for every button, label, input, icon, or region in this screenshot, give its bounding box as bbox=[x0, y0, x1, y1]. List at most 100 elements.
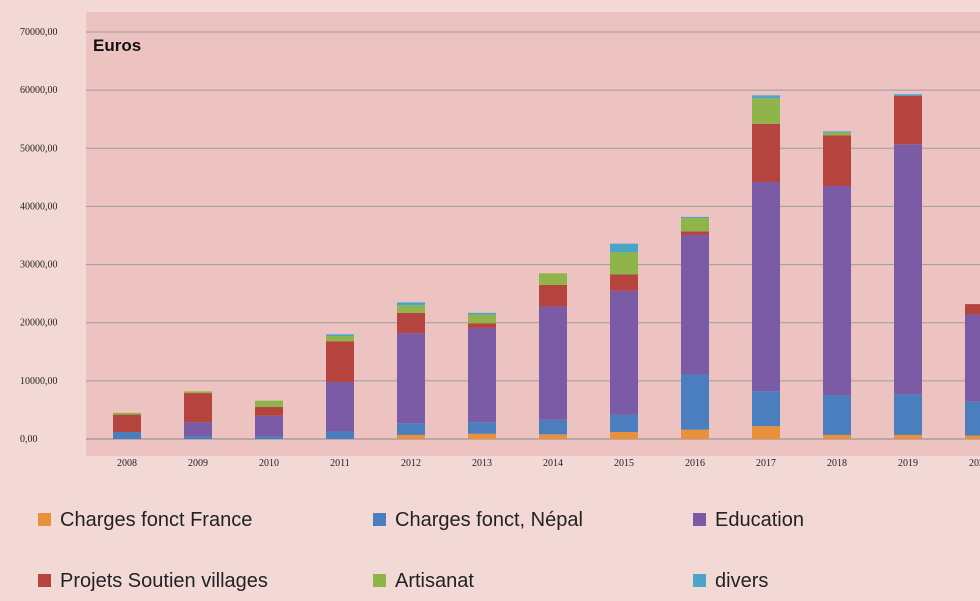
bar-segment bbox=[894, 394, 922, 435]
bar-segment bbox=[468, 312, 496, 315]
legend-label: Artisanat bbox=[395, 570, 474, 592]
bar-segment bbox=[397, 434, 425, 439]
bar-segment bbox=[965, 314, 980, 402]
bar-segment bbox=[397, 302, 425, 306]
y-tick-label: 40000,00 bbox=[20, 201, 58, 212]
legend-swatch bbox=[373, 574, 386, 587]
bar-segment bbox=[823, 132, 851, 136]
bar-segment bbox=[752, 426, 780, 439]
bar-segment bbox=[752, 98, 780, 124]
bar-segment bbox=[894, 94, 922, 96]
bar-segment bbox=[610, 290, 638, 415]
bar-segment bbox=[681, 429, 709, 439]
bar-segment bbox=[681, 234, 709, 375]
bar-segment bbox=[681, 231, 709, 235]
bar-segment bbox=[113, 412, 141, 415]
bar-segment bbox=[468, 314, 496, 324]
bar-segment bbox=[255, 415, 283, 437]
bar-segment bbox=[539, 284, 567, 307]
bar-segment bbox=[539, 434, 567, 439]
x-tick-label: 2011 bbox=[330, 458, 350, 469]
bar-segment bbox=[184, 391, 212, 394]
bar-segment bbox=[752, 123, 780, 183]
y-tick-label: 70000,00 bbox=[20, 27, 58, 38]
bars bbox=[113, 94, 980, 439]
legend-swatch bbox=[373, 513, 386, 526]
x-tick-label: 2008 bbox=[117, 458, 137, 469]
legend-swatch bbox=[38, 574, 51, 587]
y-tick-label: 10000,00 bbox=[20, 376, 58, 387]
bar-segment bbox=[752, 391, 780, 427]
bar-segment bbox=[113, 414, 141, 433]
bar-segment bbox=[539, 419, 567, 435]
bar-segment bbox=[397, 312, 425, 334]
bar-segment bbox=[823, 131, 851, 133]
bar-segment bbox=[610, 274, 638, 291]
bar-segment bbox=[610, 252, 638, 275]
bar-segment bbox=[681, 218, 709, 232]
bar-segment bbox=[255, 436, 283, 439]
x-tick-label: 2014 bbox=[543, 458, 563, 469]
x-tick-label: 2017 bbox=[756, 458, 776, 469]
bar-segment bbox=[610, 432, 638, 439]
bar-segment bbox=[326, 382, 354, 432]
legend-label: Charges fonct, Népal bbox=[395, 509, 583, 531]
x-tick-label: 2019 bbox=[898, 458, 918, 469]
x-tick-label: 2013 bbox=[472, 458, 492, 469]
x-tick-label: 2009 bbox=[188, 458, 208, 469]
bar-segment bbox=[965, 401, 980, 436]
bar-segment bbox=[823, 186, 851, 396]
bar-segment bbox=[894, 434, 922, 439]
legend-label: divers bbox=[715, 570, 768, 592]
bar-segment bbox=[468, 327, 496, 423]
y-axis: 0,00 10000,00 20000,00 30000,00 40000,00 5000… bbox=[20, 27, 58, 445]
bar-segment bbox=[184, 393, 212, 423]
legend: Charges fonct France Charges fonct, Népal… bbox=[38, 509, 804, 592]
legend-swatch bbox=[38, 513, 51, 526]
legend-swatch bbox=[693, 513, 706, 526]
x-tick-label: 2010 bbox=[259, 458, 279, 469]
bar-segment bbox=[255, 407, 283, 416]
x-tick-label: 2020 bbox=[969, 458, 980, 469]
legend-swatch bbox=[693, 574, 706, 587]
bar-segment bbox=[397, 305, 425, 313]
unit-label: Euros bbox=[93, 36, 141, 55]
bar-segment bbox=[255, 400, 283, 408]
legend-label: Education bbox=[715, 509, 804, 531]
bar-segment bbox=[610, 414, 638, 433]
bar-segment bbox=[468, 422, 496, 434]
bar-segment bbox=[894, 95, 922, 145]
bar-segment bbox=[397, 423, 425, 435]
y-tick-label: 20000,00 bbox=[20, 318, 58, 329]
bar-segment bbox=[468, 323, 496, 328]
bar-segment bbox=[326, 431, 354, 439]
legend-label: Projets Soutien villages bbox=[60, 570, 268, 592]
y-tick-label: 50000,00 bbox=[20, 143, 58, 154]
bar-segment bbox=[681, 374, 709, 430]
bar-segment bbox=[681, 216, 709, 219]
bar-segment bbox=[539, 306, 567, 420]
bar-segment bbox=[397, 333, 425, 424]
bar-segment bbox=[894, 144, 922, 395]
bar-segment bbox=[823, 395, 851, 435]
x-tick-label: 2015 bbox=[614, 458, 634, 469]
y-tick-label: 0,00 bbox=[20, 434, 38, 445]
bar-segment bbox=[184, 436, 212, 439]
bar-segment bbox=[752, 95, 780, 99]
bar-segment bbox=[184, 422, 212, 437]
legend-label: Charges fonct France bbox=[60, 509, 252, 531]
bar-segment bbox=[752, 182, 780, 392]
x-axis: 2008 2009 2010 2011 2012 2013 2014 2015 2016 2017… bbox=[117, 458, 980, 469]
bar-segment bbox=[326, 341, 354, 383]
bar-segment bbox=[326, 334, 354, 337]
y-tick-label: 30000,00 bbox=[20, 260, 58, 271]
bar-segment bbox=[823, 434, 851, 439]
bar-segment bbox=[965, 435, 980, 439]
x-tick-label: 2018 bbox=[827, 458, 847, 469]
y-tick-label: 60000,00 bbox=[20, 85, 58, 96]
bar-segment bbox=[610, 243, 638, 253]
bar-segment bbox=[326, 336, 354, 342]
bar-segment bbox=[539, 273, 567, 285]
